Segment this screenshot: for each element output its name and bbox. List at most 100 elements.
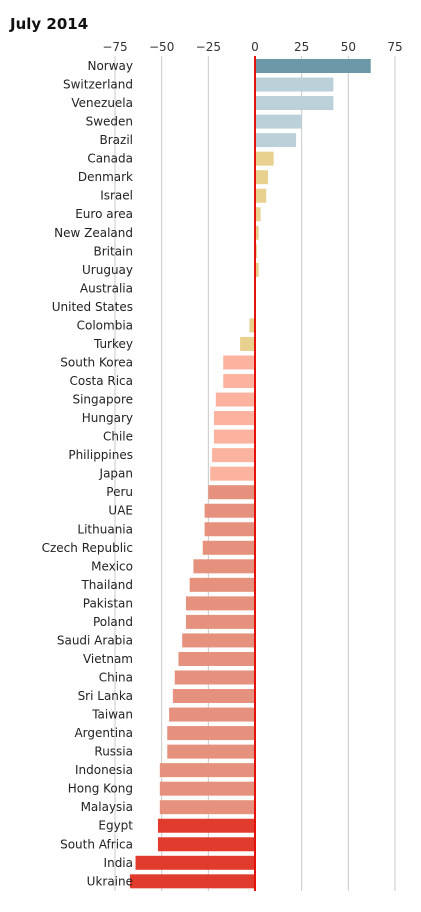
x-tick-label: −50 (149, 40, 174, 54)
category-label: Colombia (77, 318, 133, 332)
category-label: Canada (87, 152, 133, 166)
x-tick-label: −75 (102, 40, 127, 54)
bar (174, 670, 255, 685)
category-label: Thailand (80, 578, 133, 592)
category-label: Malaysia (81, 800, 133, 814)
x-tick-label: 0 (251, 40, 259, 54)
bar (255, 96, 334, 111)
category-label: Euro area (75, 207, 133, 221)
bar (212, 448, 255, 463)
category-label: Brazil (100, 133, 134, 147)
bar (135, 855, 255, 870)
bars (129, 59, 371, 889)
bar (167, 726, 255, 741)
category-label: Russia (94, 745, 133, 759)
category-label: Indonesia (75, 763, 133, 777)
bar (189, 577, 255, 592)
category-label: Saudi Arabia (57, 633, 133, 647)
category-label: Singapore (72, 393, 133, 407)
category-label: New Zealand (54, 226, 133, 240)
bar (215, 392, 255, 407)
bar (193, 559, 255, 574)
category-label: India (104, 856, 133, 870)
category-label: UAE (108, 504, 133, 518)
category-label: Japan (99, 467, 133, 481)
category-labels: Norway Switzerland Venezuela Sweden Brazil Ca… (42, 59, 134, 888)
bar (159, 800, 255, 815)
x-tick-label: 50 (341, 40, 356, 54)
category-label: Vietnam (83, 652, 133, 666)
bar (185, 596, 255, 611)
bar (255, 133, 297, 148)
x-tick-label: 25 (294, 40, 309, 54)
bar (208, 485, 255, 500)
bar (159, 781, 255, 796)
bar (157, 818, 255, 833)
bar (255, 170, 269, 185)
bar (255, 262, 259, 277)
bar (213, 429, 255, 444)
chart-title: July 2014 (9, 15, 88, 33)
bar (182, 633, 255, 648)
bar (255, 77, 334, 92)
category-label: Denmark (78, 170, 133, 184)
bar (172, 689, 255, 704)
category-label: Poland (93, 615, 133, 629)
category-label: Hungary (82, 411, 133, 425)
category-label: South Korea (60, 355, 133, 369)
bar (169, 707, 255, 722)
category-label: Sweden (86, 115, 133, 129)
bar (167, 744, 255, 759)
bar (240, 336, 255, 351)
category-label: Venezuela (71, 96, 133, 110)
x-tick-label: 75 (387, 40, 402, 54)
x-tick-label: −25 (196, 40, 221, 54)
bar (223, 374, 255, 389)
category-label: Norway (87, 59, 133, 73)
category-label: Turkey (93, 337, 133, 351)
bar (159, 763, 255, 778)
bar (223, 355, 255, 370)
category-label: Mexico (91, 559, 133, 573)
bar (185, 614, 255, 629)
bar (255, 188, 267, 203)
grid-lines (114, 56, 396, 891)
category-label: China (99, 670, 133, 684)
category-label: Uruguay (82, 263, 133, 277)
bar (129, 874, 255, 889)
category-label: Peru (106, 485, 133, 499)
category-label: Sri Lanka (78, 689, 133, 703)
x-axis-ticks: −75 −50 −25 0 25 50 75 (102, 40, 402, 54)
category-label: Pakistan (83, 596, 133, 610)
bar (210, 466, 255, 481)
category-label: Czech Republic (42, 541, 133, 555)
bar (213, 411, 255, 426)
bar (255, 151, 274, 166)
category-label: Hong Kong (68, 782, 133, 796)
category-label: Ukraine (87, 874, 133, 888)
category-label: Switzerland (63, 78, 133, 92)
category-label: South Africa (60, 837, 133, 851)
bar (255, 59, 371, 73)
category-label: Lithuania (77, 522, 133, 536)
category-label: United States (52, 300, 133, 314)
bar (202, 540, 255, 555)
bar (249, 318, 255, 333)
category-label: Egypt (98, 819, 133, 833)
category-label: Philippines (68, 448, 133, 462)
category-label: Argentina (74, 726, 133, 740)
category-label: Israel (100, 189, 133, 203)
category-label: Chile (103, 430, 133, 444)
category-label: Taiwan (91, 708, 133, 722)
bar (204, 503, 255, 518)
bar (255, 114, 302, 129)
category-label: Britain (94, 244, 134, 258)
bar (255, 207, 261, 222)
category-label: Costa Rica (70, 374, 133, 388)
category-label: Australia (80, 281, 133, 295)
bar (157, 837, 255, 852)
bar (204, 522, 255, 537)
bar (178, 651, 255, 666)
bar (255, 225, 259, 240)
